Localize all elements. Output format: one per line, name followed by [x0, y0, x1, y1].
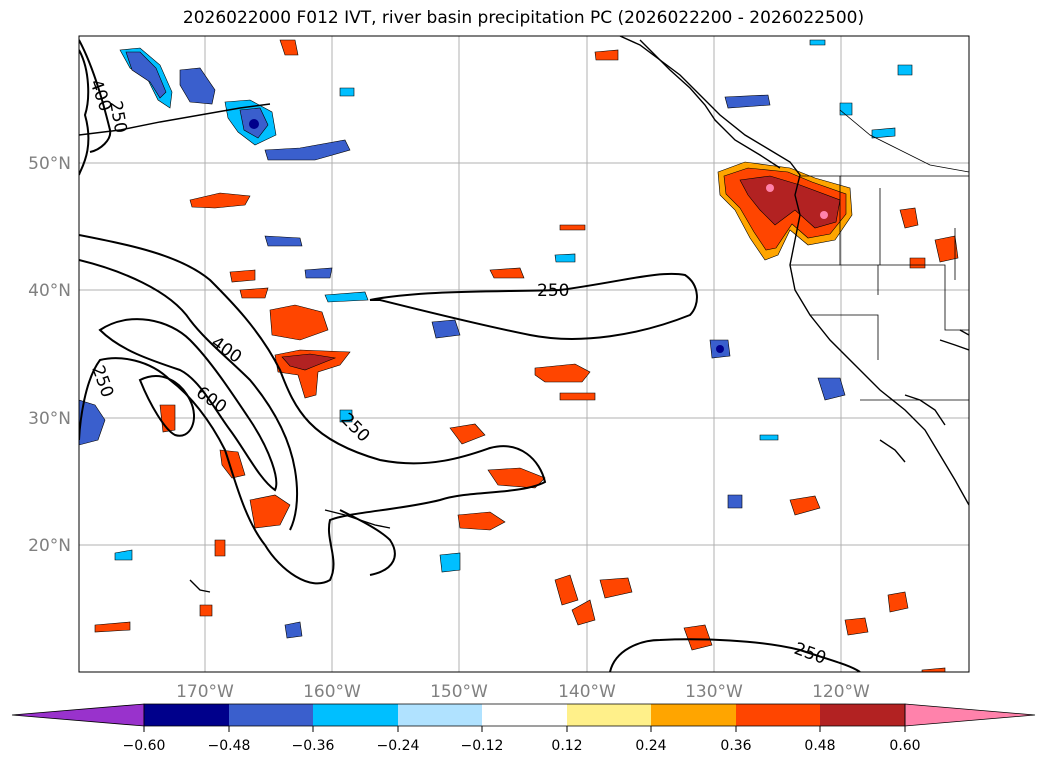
colorbar: −0.60 −0.48 −0.36 −0.24 −0.12 0.12 0.24 …: [11, 703, 1036, 754]
map-frame: [78, 35, 970, 673]
lat-label: 20°N: [28, 536, 71, 556]
lat-label: 50°N: [28, 154, 71, 174]
colorbar-tick-label: −0.36: [292, 738, 335, 754]
colorbar-tick-label: 0.36: [720, 738, 751, 754]
ivt-contours: [79, 39, 861, 672]
precip-pc-positive: [94, 39, 959, 672]
lon-label: 120°W: [812, 682, 870, 702]
colorbar-tick-label: 0.60: [889, 738, 920, 754]
colorbar-segment: [736, 704, 820, 726]
colorbar-ticks: [143, 726, 906, 732]
colorbar-segment: [567, 704, 651, 726]
political-borders: [790, 109, 969, 401]
longitude-labels: 170°W 160°W 150°W 140°W 130°W 120°W: [176, 682, 870, 702]
colorbar-segment: [820, 704, 905, 726]
map-plot-area: 400 250 250 400 600 250 250 250: [79, 36, 969, 672]
latitude-labels: 50°N 40°N 30°N 20°N: [28, 154, 71, 556]
lon-label: 150°W: [430, 682, 488, 702]
lat-label: 30°N: [28, 409, 71, 429]
contour-label: 250: [537, 281, 569, 301]
lon-label: 170°W: [176, 682, 234, 702]
colorbar-extend-low: [11, 703, 145, 727]
colorbar-extend-high: [904, 703, 1036, 727]
colorbar-tick-label: 0.12: [551, 738, 582, 754]
lon-label: 130°W: [685, 682, 743, 702]
colorbar-segment: [144, 704, 229, 726]
colorbar-segment: [313, 704, 398, 726]
colorbar-segment: [398, 704, 482, 726]
map-title: 2026022000 F012 IVT, river basin precipi…: [182, 8, 865, 28]
lon-label: 160°W: [303, 682, 361, 702]
colorbar-segment: [482, 704, 567, 726]
precip-pc-negative: [79, 39, 913, 639]
colorbar-tick-label: 0.48: [804, 738, 835, 754]
colorbar-segment: [229, 704, 313, 726]
colorbar-tick-labels: −0.60 −0.48 −0.36 −0.24 −0.12 0.12 0.24 …: [123, 738, 921, 754]
colorbar-segment: [651, 704, 736, 726]
coastlines: [79, 36, 969, 593]
lat-label: 40°N: [28, 281, 71, 301]
colorbar-tick-label: −0.60: [123, 738, 166, 754]
colorbar-tick-label: −0.48: [208, 738, 251, 754]
colorbar-tick-label: −0.12: [461, 738, 504, 754]
lon-label: 140°W: [558, 682, 616, 702]
colorbar-tick-label: 0.24: [635, 738, 666, 754]
colorbar-tick-label: −0.24: [377, 738, 420, 754]
